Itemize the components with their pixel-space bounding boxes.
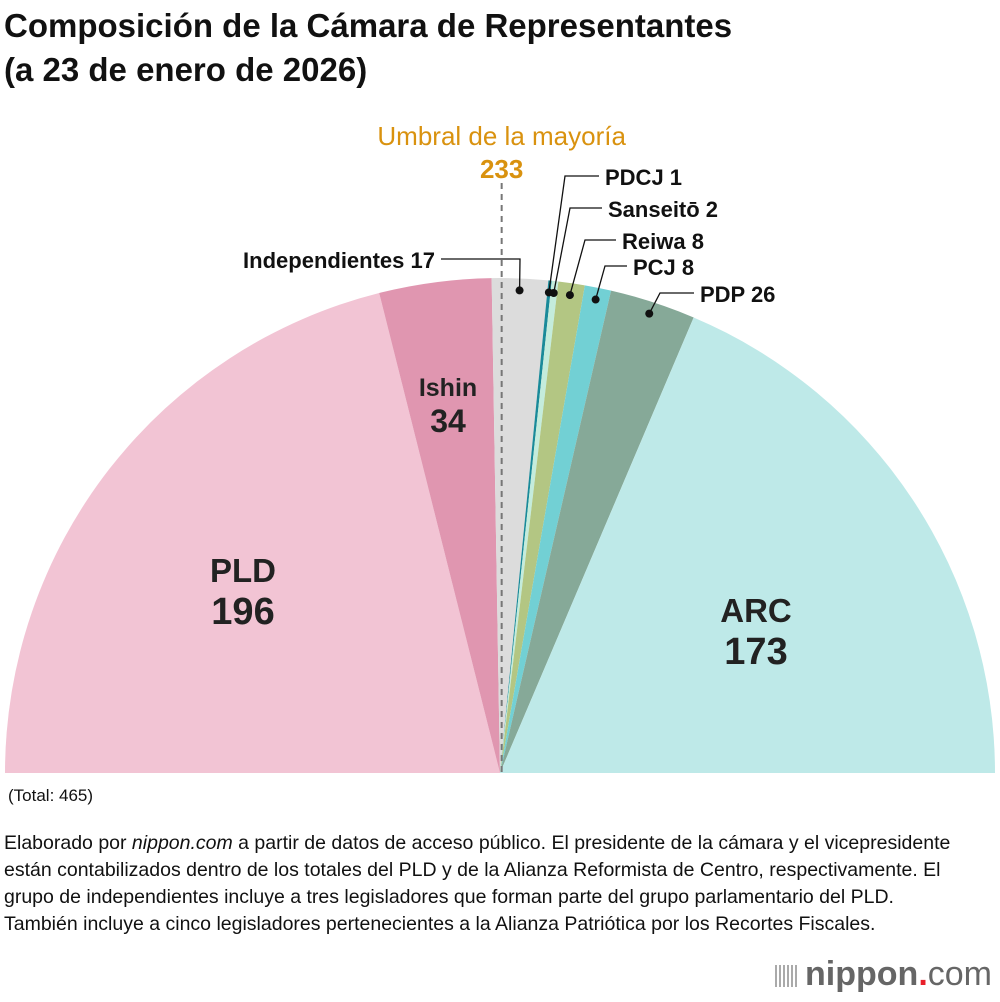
slice-arc	[500, 317, 995, 773]
slice-pld	[5, 292, 500, 773]
logo-name: nippon	[805, 955, 919, 993]
footnote-source: nippon.com	[131, 832, 233, 854]
footnote-text: a partir de datos de acceso público. El …	[4, 832, 951, 935]
title-line-1: Composición de la Cámara de Representant…	[4, 7, 733, 44]
leader-line-sanseit	[553, 207, 602, 294]
slice-pcj	[500, 285, 612, 773]
label-pcj: PCJ 8	[633, 255, 694, 280]
label-ishin-value: 34	[430, 403, 466, 439]
leader-dot-pdp	[645, 309, 654, 318]
leader-dot-sanseit	[549, 288, 558, 297]
leader-line-reiwa	[569, 239, 616, 296]
majority-label: Umbral de la mayoría	[377, 121, 626, 151]
leader-line-pcj	[595, 265, 627, 300]
label-arc-name: ARC	[720, 592, 792, 629]
label-independientes: Independientes 17	[243, 248, 435, 273]
label-pdcj: PDCJ 1	[605, 165, 682, 190]
slice-sanseitō	[500, 280, 559, 773]
footnote-prefix: Elaborado por	[4, 832, 132, 854]
label-pld-name: PLD	[210, 552, 276, 589]
label-reiwa: Reiwa 8	[622, 229, 704, 254]
label-sanseit: Sanseitō 2	[608, 197, 718, 222]
nippon-logo: nippon.com	[775, 955, 992, 994]
total-label: (Total: 465)	[8, 786, 94, 805]
label-arc-value: 173	[724, 631, 787, 673]
leader-dot-pcj	[591, 295, 600, 304]
chart-title: Composición de la Cámara de Representant…	[4, 4, 732, 92]
slice-ishin	[379, 278, 500, 773]
label-pld-value: 196	[211, 591, 274, 633]
label-pdp: PDP 26	[700, 282, 775, 307]
logo-bars-icon	[775, 965, 798, 987]
leader-line-pdcj	[548, 175, 599, 293]
logo-dot: .	[918, 955, 928, 993]
majority-value: 233	[480, 154, 523, 184]
label-ishin-name: Ishin	[419, 374, 477, 402]
logo-tld: com	[927, 955, 992, 993]
leader-dot-independientes	[515, 286, 524, 295]
leader-line-pdp	[648, 292, 694, 314]
footnote: Elaborado por nippon.com a partir de dat…	[4, 830, 964, 938]
slice-independientes	[491, 278, 549, 773]
leader-dot-reiwa	[565, 291, 574, 300]
slice-reiwa	[500, 281, 585, 773]
title-line-2: (a 23 de enero de 2026)	[4, 51, 368, 88]
leader-line-independientes	[441, 258, 521, 291]
slice-pdp	[500, 290, 694, 773]
slice-pdcj	[500, 280, 552, 773]
